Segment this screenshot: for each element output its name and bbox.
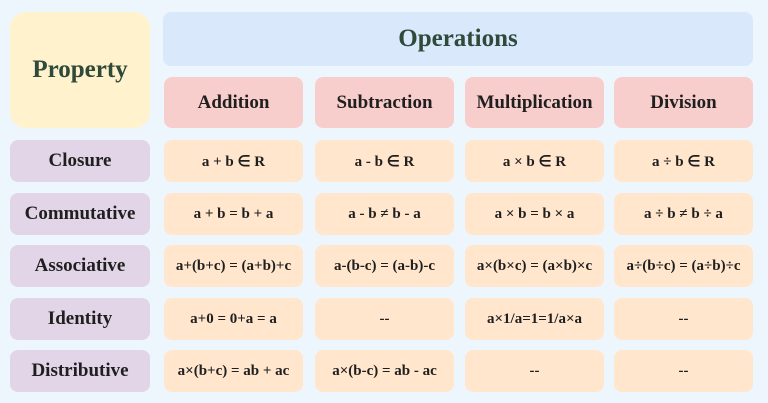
table-cell: a+(b+c) = (a+b)+c <box>164 245 303 287</box>
column-header: Addition <box>164 77 303 128</box>
table-cell: a - b ≠ b - a <box>315 193 454 235</box>
row-label: Closure <box>10 140 150 182</box>
table-cell: -- <box>315 298 454 340</box>
column-header: Multiplication <box>465 77 604 128</box>
column-header: Subtraction <box>315 77 454 128</box>
table-cell: a×(b-c) = ab - ac <box>315 350 454 392</box>
table-cell: a + b ∈ R <box>164 140 303 182</box>
table-cell: a ÷ b ≠ b ÷ a <box>614 193 753 235</box>
table-cell: a + b = b + a <box>164 193 303 235</box>
table-cell: -- <box>614 350 753 392</box>
table-cell: a - b ∈ R <box>315 140 454 182</box>
row-label: Associative <box>10 245 150 287</box>
table-cell: a×1/a=1=1/a×a <box>465 298 604 340</box>
table-cell: a × b ∈ R <box>465 140 604 182</box>
column-header: Division <box>614 77 753 128</box>
table-cell: a-(b-c) = (a-b)-c <box>315 245 454 287</box>
property-header: Property <box>10 12 150 128</box>
table-cell: a×(b×c) = (a×b)×c <box>465 245 604 287</box>
row-label: Distributive <box>10 350 150 392</box>
table-cell: a×(b+c) = ab + ac <box>164 350 303 392</box>
table-cell: a+0 = 0+a = a <box>164 298 303 340</box>
table-cell: -- <box>465 350 604 392</box>
table-cell: -- <box>614 298 753 340</box>
table-cell: a ÷ b ∈ R <box>614 140 753 182</box>
operations-header: Operations <box>163 12 753 66</box>
table-cell: a÷(b÷c) = (a÷b)÷c <box>614 245 753 287</box>
row-label: Commutative <box>10 193 150 235</box>
row-label: Identity <box>10 298 150 340</box>
table-cell: a × b = b × a <box>465 193 604 235</box>
